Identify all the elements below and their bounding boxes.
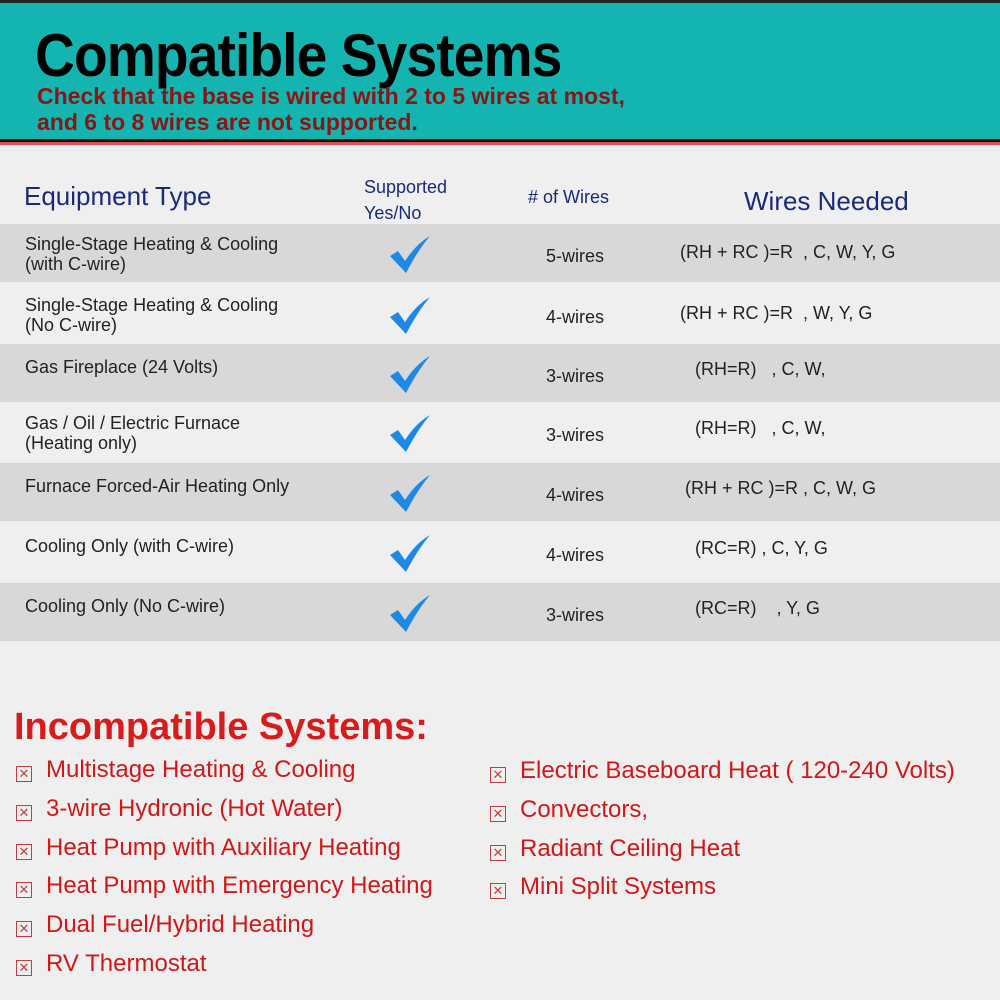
x-box-icon: ✕: [16, 960, 32, 976]
incompatible-item: ✕ Mini Split Systems: [490, 873, 716, 901]
incompatible-label: Dual Fuel/Hybrid Heating: [46, 911, 315, 939]
header-supported: Supported Yes/No: [364, 174, 447, 226]
x-box-icon: ✕: [16, 882, 32, 899]
incompatible-label: Heat Pump with Auxiliary Heating: [46, 833, 401, 861]
incompatible-item: ✕ Electric Baseboard Heat ( 120-240 Volts…: [490, 757, 955, 785]
incompatible-label: Mini Split Systems: [520, 873, 717, 901]
wires-needed: (RH=R) , C, W,: [680, 418, 826, 438]
incompatible-item: ✕ 3-wire Hydronic (Hot Water): [16, 795, 343, 823]
incompatible-item: ✕ Heat Pump with Emergency Heating: [16, 872, 433, 900]
equipment-line: Cooling Only (No C-wire): [25, 596, 226, 616]
check-icon: [390, 297, 430, 334]
equipment-line: Single-Stage Heating & Cooling: [25, 234, 279, 254]
incompatible-label: 3-wire Hydronic (Hot Water): [46, 794, 343, 822]
header-supported-line: Supported: [364, 177, 448, 197]
table-row: Gas / Oil / Electric Furnace (Heating onl…: [0, 403, 1000, 461]
equipment-line: (Heating only): [25, 433, 138, 453]
table-row: Single-Stage Heating & Cooling (No C-wire…: [0, 285, 1000, 343]
subtitle: Check that the base is wired with 2 to 5…: [37, 83, 625, 135]
equipment-type: Gas / Oil / Electric Furnace (Heating onl…: [25, 413, 240, 453]
equipment-type: Furnace Forced-Air Heating Only: [25, 476, 289, 496]
incompatible-label: Multistage Heating & Cooling: [46, 756, 356, 783]
wires-needed: (RC=R) , Y, G: [680, 598, 820, 618]
wire-count: 4-wires: [545, 307, 604, 327]
header-banner: Compatible Systems Check that the base i…: [0, 0, 1000, 142]
check-icon: [390, 475, 430, 512]
x-box-icon: ✕: [490, 844, 506, 861]
x-box-icon: ✕: [16, 843, 32, 860]
equipment-line: Cooling Only (with C-wire): [25, 536, 235, 556]
equipment-type: Gas Fireplace (24 Volts): [25, 357, 218, 377]
equipment-type: Cooling Only (with C-wire): [25, 536, 234, 556]
x-box-icon: ✕: [490, 883, 506, 900]
incompatible-item: ✕ Radiant Ceiling Heat: [490, 835, 740, 863]
equipment-type: Single-Stage Heating & Cooling (No C-wire…: [25, 295, 278, 335]
incompatible-title: Incompatible Systems:: [14, 706, 428, 748]
header-equipment-type: Equipment Type: [24, 181, 212, 211]
wire-count: 3-wires: [545, 425, 604, 445]
x-box-icon: ✕: [16, 766, 32, 782]
equipment-type: Single-Stage Heating & Cooling (with C-wi…: [25, 234, 278, 274]
table-row: Single-Stage Heating & Cooling (with C-wi…: [0, 224, 1000, 282]
incompatible-label: RV Thermostat: [46, 950, 207, 977]
incompatible-label: Heat Pump with Emergency Heating: [46, 872, 433, 900]
equipment-line: (No C-wire): [25, 315, 117, 335]
equipment-line: Gas Fireplace (24 Volts): [25, 357, 219, 377]
equipment-line: Furnace Forced-Air Heating Only: [25, 476, 290, 496]
header-wires-needed: Wires Needed: [744, 186, 909, 216]
equipment-type: Cooling Only (No C-wire): [25, 596, 225, 616]
check-icon: [390, 356, 430, 393]
wires-needed: (RH + RC )=R , C, W, Y, G: [680, 242, 896, 262]
x-box-icon: ✕: [16, 921, 32, 938]
wire-count: 4-wires: [545, 545, 604, 565]
page-title: Compatible Systems: [35, 22, 562, 89]
check-icon: [390, 595, 430, 632]
wires-needed: (RH=R) , C, W,: [680, 359, 826, 379]
incompatible-item: ✕ Multistage Heating & Cooling: [16, 756, 356, 784]
table-row: Furnace Forced-Air Heating Only 4-wires …: [0, 463, 1000, 521]
wires-needed: (RC=R) , C, Y, G: [680, 538, 828, 558]
subtitle-line: Check that the base is wired with 2 to 5…: [37, 83, 625, 109]
subtitle-line: and 6 to 8 wires are not supported.: [37, 109, 418, 135]
equipment-line: (with C-wire): [25, 254, 126, 274]
x-box-icon: ✕: [490, 767, 506, 783]
table-row: Gas Fireplace (24 Volts) 3-wires (RH=R) …: [0, 344, 1000, 402]
x-box-icon: ✕: [490, 805, 506, 822]
equipment-line: Single-Stage Heating & Cooling: [25, 295, 279, 315]
check-icon: [390, 236, 430, 273]
equipment-line: Gas / Oil / Electric Furnace: [25, 413, 241, 433]
wire-count: 4-wires: [545, 485, 604, 505]
wire-count: 5-wires: [545, 246, 604, 266]
incompatible-item: ✕ Heat Pump with Auxiliary Heating: [16, 834, 401, 862]
incompatible-item: ✕ RV Thermostat: [16, 950, 207, 978]
wire-count: 3-wires: [545, 605, 604, 625]
header-num-wires: # of Wires: [528, 187, 610, 207]
table-row: Cooling Only (No C-wire) 3-wires (RC=R) …: [0, 583, 1000, 641]
table-row: Cooling Only (with C-wire) 4-wires (RC=R…: [0, 523, 1000, 581]
incompatible-label: Electric Baseboard Heat ( 120-240 Volts): [520, 757, 955, 784]
wires-needed: (RH + RC )=R , C, W, G: [680, 478, 877, 498]
divider: [0, 142, 1000, 145]
wires-needed: (RH + RC )=R , W, Y, G: [680, 303, 873, 323]
header-supported-line: Yes/No: [364, 203, 422, 223]
check-icon: [390, 535, 430, 572]
check-icon: [390, 415, 430, 452]
wire-count: 3-wires: [545, 366, 604, 386]
x-box-icon: ✕: [16, 804, 32, 821]
incompatible-item: ✕ Dual Fuel/Hybrid Heating: [16, 911, 314, 939]
incompatible-item: ✕ Convectors,: [490, 796, 648, 824]
incompatible-label: Radiant Ceiling Heat: [520, 834, 741, 862]
incompatible-label: Convectors,: [520, 795, 649, 823]
